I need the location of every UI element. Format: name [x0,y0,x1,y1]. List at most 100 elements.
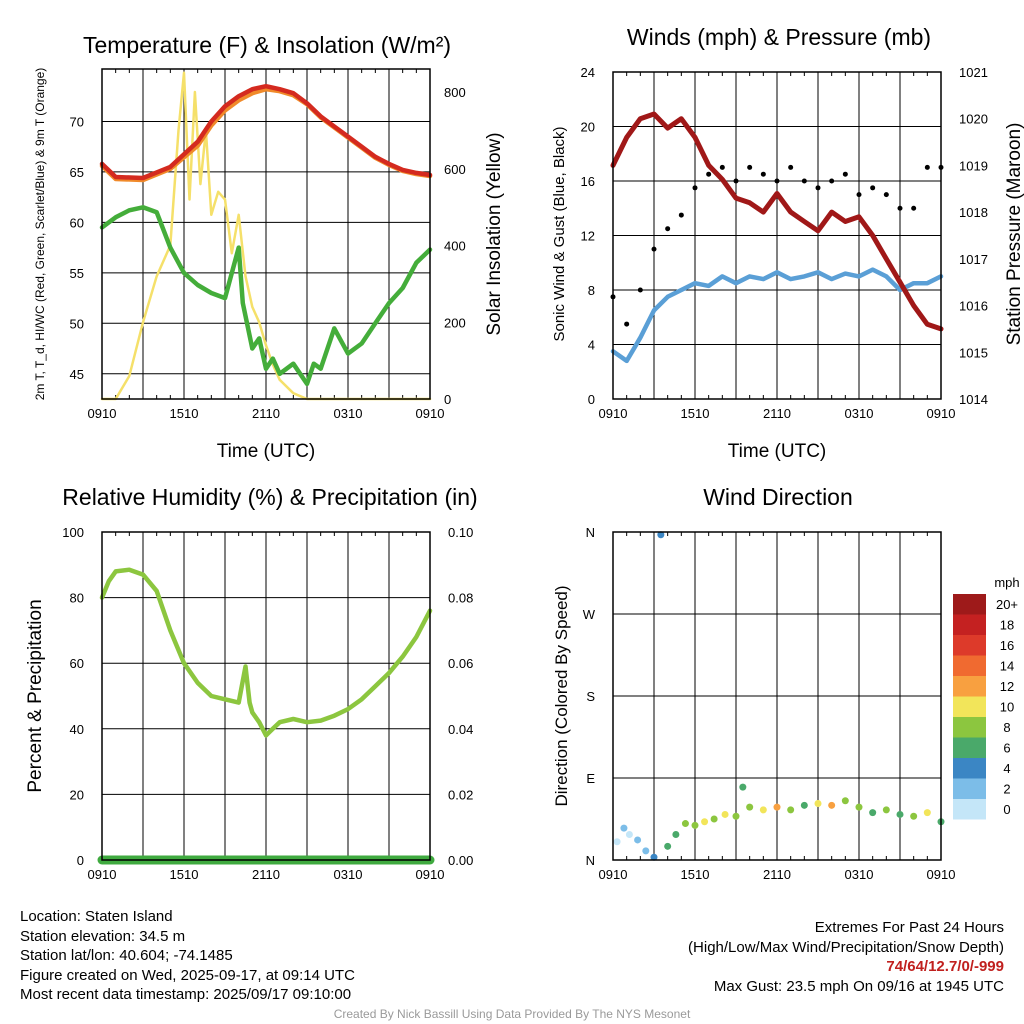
legend-swatch [953,717,986,738]
y2-tick-label: 800 [444,85,466,100]
y-tick-label: S [586,689,595,704]
x-tick-label: 0310 [845,406,874,421]
chart-title: Wind Direction [703,484,853,510]
panel-temperature: 0910 1510 2110 0310 0910 45 50 55 60 65 70 0 200 400 6… [33,32,505,462]
x-tick-label: 0310 [845,867,874,882]
legend-swatch [953,696,986,717]
direction-point [613,838,621,846]
y-tick-label: N [586,525,595,540]
y-tick-label: 4 [588,338,595,353]
gust-point [870,185,876,191]
x-tick-label: 0910 [416,406,445,421]
y-tick-label: 60 [70,656,84,671]
credit-line: Created By Nick Bassill Using Data Provi… [333,1007,691,1021]
legend-swatch [953,676,986,697]
info-created: Figure created on Wed, 2025-09-17, at 09… [20,966,355,984]
gust-point [719,164,725,170]
y2-tick-label: 0.06 [448,656,473,671]
x-tick-label: 0910 [927,406,956,421]
legend-label: 14 [1000,659,1014,674]
panel-wind-direction: 0910 1510 2110 0310 0910 N E S W N Wind Direction D… [552,484,1020,882]
gust-point [911,205,917,211]
direction-point [896,810,904,818]
legend-swatch [953,594,986,615]
info-latlon: Station lat/lon: 40.604; -74.1485 [20,947,233,964]
legend-swatch [953,655,986,676]
legend-label: 2 [1003,782,1010,797]
y2-axis-label: Solar Insolation (Yellow) [484,132,505,335]
y-tick-label: 24 [581,65,595,80]
legend-label: 18 [1000,618,1014,633]
y2-tick-label: 0.10 [448,525,473,540]
direction-point [634,836,642,844]
gust-point [774,178,780,184]
panel-winds: 0910 1510 2110 0310 0910 0 4 8 12 16 20 24 1014 1015 1… [551,24,1024,462]
direction-point [814,800,822,808]
y-axis-label: Percent & Precipitation [25,599,46,792]
gust-point [624,321,630,327]
direction-point [650,853,658,861]
y-tick-label: 20 [581,120,595,135]
y-tick-label: 0 [77,853,84,868]
x-axis-label: Time (UTC) [217,441,316,462]
legend-swatch [953,635,986,656]
direction-point [642,847,650,855]
legend-swatch [953,778,986,799]
y2-tick-label: 1016 [959,299,988,314]
y-tick-label: 100 [62,525,84,540]
direction-point [869,809,877,817]
legend-title: mph [994,575,1019,590]
gust-point [829,178,835,184]
y-tick-label: 70 [70,114,84,129]
extremes-gust: Max Gust: 23.5 mph On 09/16 at 1945 UTC [713,977,1004,995]
y2-tick-label: 0.00 [448,853,473,868]
gust-point [706,171,712,177]
pressure-line [610,111,944,332]
direction-point [773,803,781,811]
y-tick-label: 16 [581,174,595,189]
direction-point [664,842,672,850]
gust-point [924,164,930,170]
direction-point [620,824,628,832]
direction-point [681,820,689,828]
gust-point [747,164,753,170]
direction-point [701,818,709,826]
extremes-panel: Extremes For Past 24 Hours (High/Low/Max… [688,918,1004,996]
extremes-title: Extremes For Past 24 Hours [814,919,1004,936]
direction-point [882,806,890,814]
gust-point [842,171,848,177]
legend-swatch [953,737,986,758]
temp-line [99,83,433,181]
direction-point [625,830,633,838]
y2-tick-label: 0.08 [448,591,473,606]
legend-label: 10 [1000,700,1014,715]
y-tick-label: 12 [581,229,595,244]
y2-tick-label: 1021 [959,65,988,80]
x-tick-label: 1510 [681,406,710,421]
y-tick-label: 60 [70,215,84,230]
y2-tick-label: 1015 [959,345,988,360]
legend-swatch [953,799,986,820]
y2-tick-label: 1017 [959,252,988,267]
x-tick-label: 1510 [681,867,710,882]
y-tick-label: 65 [70,165,84,180]
direction-point [910,812,918,820]
y2-tick-label: 0.04 [448,722,473,737]
station-info: Location: Staten Island Station elevatio… [20,907,355,1005]
legend-swatch [953,758,986,779]
panel-humidity: 0910 1510 2110 0310 0910 0 20 40 60 80 100 0.00 0.02… [25,484,478,882]
gust-point [637,287,643,293]
direction-point [746,803,754,811]
x-tick-label: 0310 [334,867,363,882]
legend-label: 20+ [996,597,1018,612]
y-tick-label: 55 [70,266,84,281]
rh-line [99,567,433,738]
x-tick-label: 0910 [927,867,956,882]
direction-point [855,803,863,811]
y-axis-label: Sonic Wind & Gust (Blue, Black) [551,126,568,341]
y2-tick-label: 1019 [959,158,988,173]
y2-axis-label: Station Pressure (Maroon) [1004,123,1024,346]
y-tick-label: W [583,607,596,622]
legend-label: 6 [1003,741,1010,756]
